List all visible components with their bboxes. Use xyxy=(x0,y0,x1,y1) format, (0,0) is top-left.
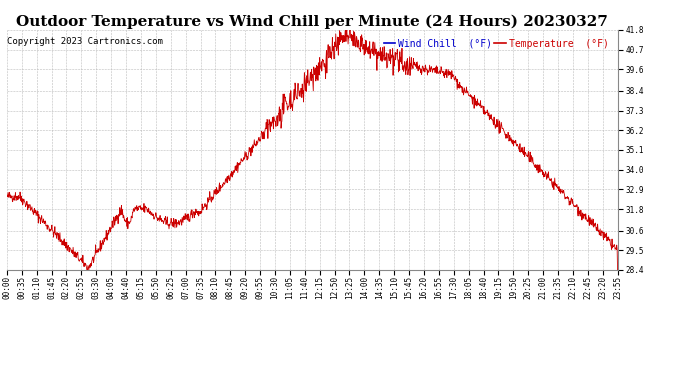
Title: Outdoor Temperature vs Wind Chill per Minute (24 Hours) 20230327: Outdoor Temperature vs Wind Chill per Mi… xyxy=(17,15,608,29)
Legend: Wind Chill  (°F), Temperature  (°F): Wind Chill (°F), Temperature (°F) xyxy=(380,35,613,52)
Text: Copyright 2023 Cartronics.com: Copyright 2023 Cartronics.com xyxy=(7,37,163,46)
